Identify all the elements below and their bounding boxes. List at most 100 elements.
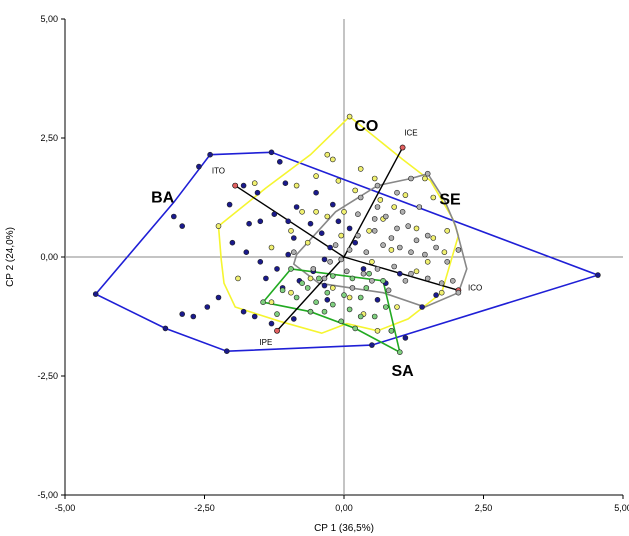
point-ba [204,304,211,310]
point-ba [257,258,264,265]
group-label-se: SE [439,192,461,209]
point-co [444,228,451,234]
point-ba [329,201,336,208]
point-se [416,204,423,210]
vector-ice [343,147,404,258]
point-se [396,244,403,251]
vector-label-ipe: IPE [259,338,272,347]
point-se [402,277,409,284]
point-se [422,251,428,258]
point-ba [276,159,283,165]
point-ba [346,225,353,232]
point-ba [254,189,261,196]
point-se [327,258,333,265]
point-ba [190,313,197,320]
point-co [324,213,331,220]
point-ba [263,275,269,282]
point-ba [179,223,185,229]
point-se [349,285,356,291]
point-ba [290,316,297,322]
point-sa [299,280,305,287]
point-co [366,228,372,234]
point-sa [313,299,319,306]
point-co [288,289,294,296]
point-ba [419,304,425,310]
vector-label-bg [207,165,230,177]
point-sa [346,306,353,313]
point-se [374,182,381,189]
x-tick-label: 0,00 [335,503,353,513]
vector-label-ito: ITO [212,167,225,176]
point-co [251,180,258,186]
point-sa [380,277,386,284]
point-sa [349,275,356,282]
point-co [402,192,409,198]
vector-end-ice [399,144,406,151]
point-ba [240,308,247,315]
point-co [313,173,319,179]
point-ba [268,320,275,327]
point-ba [318,230,325,236]
y-axis-title: CP 2 (24,0%) [5,227,16,287]
point-se [388,235,395,241]
point-se [369,277,375,284]
point-co [346,294,353,301]
point-co [268,299,275,306]
y-tick-label: -5,00 [37,490,58,500]
point-se [449,277,456,284]
point-co [377,197,384,203]
point-ba [285,251,292,258]
point-ba [215,294,222,301]
point-se [332,242,339,248]
point-co [413,225,420,232]
point-ba [162,325,169,332]
vector-label-bg [399,127,422,139]
point-sa [260,299,266,306]
point-se [346,247,353,253]
point-sa [324,289,331,296]
vector-label-bg [254,337,277,349]
point-co [369,258,375,265]
point-se [399,209,406,215]
point-co [268,244,275,251]
point-sa [274,311,280,317]
point-ba [282,180,289,186]
point-se [371,216,378,222]
point-ba [321,256,328,263]
point-se [394,189,400,196]
vector-end-ito [232,182,239,189]
point-se [374,266,381,272]
x-tick-label: 2,50 [475,503,493,513]
point-se [413,237,420,244]
point-co [346,113,353,120]
point-ba [324,296,331,303]
point-co [441,249,448,255]
point-co [304,239,311,246]
vector-label-ice: ICE [404,129,417,138]
point-se [391,263,398,270]
point-ba [257,218,264,225]
point-co [324,151,331,158]
point-ba [327,244,333,251]
group-label-co: CO [354,118,378,135]
point-ba [335,218,342,225]
point-sa [338,318,345,325]
point-sa [304,285,311,291]
point-ba [360,266,367,272]
point-ba [240,182,247,189]
point-co [391,204,398,210]
vector-label-ico: ICO [468,283,482,292]
point-se [424,170,431,177]
point-ba [229,239,236,246]
point-ba [313,189,319,196]
point-ba [274,266,280,272]
point-sa [316,275,322,282]
point-sa [366,270,372,277]
point-sa [329,301,336,308]
point-sa [307,308,314,315]
point-ba [374,296,381,303]
point-co [335,178,342,184]
point-sa [396,349,403,356]
y-tick-label: -2,50 [37,371,58,381]
point-se [343,268,350,275]
